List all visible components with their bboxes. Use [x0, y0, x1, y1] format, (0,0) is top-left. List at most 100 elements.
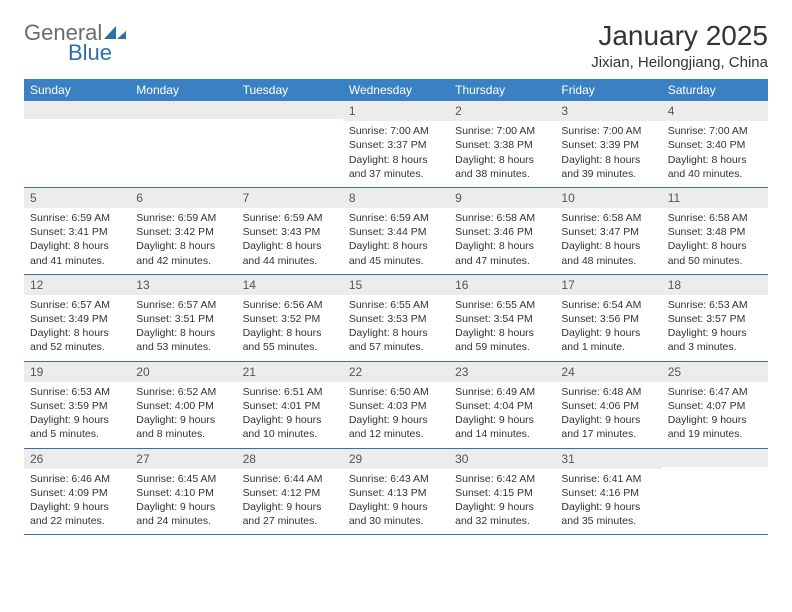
daylight-text: Daylight: 8 hours and 37 minutes.	[349, 153, 443, 181]
day-number: 24	[555, 362, 661, 382]
day-cell: 17Sunrise: 6:54 AMSunset: 3:56 PMDayligh…	[555, 275, 661, 361]
sunrise-text: Sunrise: 6:42 AM	[455, 472, 549, 486]
daylight-text: Daylight: 8 hours and 47 minutes.	[455, 239, 549, 267]
sunset-text: Sunset: 4:13 PM	[349, 486, 443, 500]
sunset-text: Sunset: 3:54 PM	[455, 312, 549, 326]
day-number: 4	[662, 101, 768, 121]
day-number: 28	[237, 449, 343, 469]
day-number: 25	[662, 362, 768, 382]
day-cell	[662, 449, 768, 535]
location-text: Jixian, Heilongjiang, China	[591, 54, 768, 71]
daylight-text: Daylight: 9 hours and 1 minute.	[561, 326, 655, 354]
sunset-text: Sunset: 3:37 PM	[349, 138, 443, 152]
day-data: Sunrise: 6:59 AMSunset: 3:44 PMDaylight:…	[343, 208, 449, 274]
day-cell: 18Sunrise: 6:53 AMSunset: 3:57 PMDayligh…	[662, 275, 768, 361]
page-header: GeneralBlue January 2025 Jixian, Heilong…	[24, 20, 768, 71]
sunset-text: Sunset: 4:03 PM	[349, 399, 443, 413]
day-number: 10	[555, 188, 661, 208]
daylight-text: Daylight: 8 hours and 53 minutes.	[136, 326, 230, 354]
day-cell: 27Sunrise: 6:45 AMSunset: 4:10 PMDayligh…	[130, 449, 236, 535]
day-cell: 15Sunrise: 6:55 AMSunset: 3:53 PMDayligh…	[343, 275, 449, 361]
day-number: 19	[24, 362, 130, 382]
day-cell: 2Sunrise: 7:00 AMSunset: 3:38 PMDaylight…	[449, 101, 555, 187]
day-data: Sunrise: 6:44 AMSunset: 4:12 PMDaylight:…	[237, 469, 343, 535]
sunrise-text: Sunrise: 7:00 AM	[668, 124, 762, 138]
sunrise-text: Sunrise: 6:46 AM	[30, 472, 124, 486]
daylight-text: Daylight: 9 hours and 17 minutes.	[561, 413, 655, 441]
day-cell: 25Sunrise: 6:47 AMSunset: 4:07 PMDayligh…	[662, 362, 768, 448]
day-number: 13	[130, 275, 236, 295]
day-cell: 4Sunrise: 7:00 AMSunset: 3:40 PMDaylight…	[662, 101, 768, 187]
day-number: 6	[130, 188, 236, 208]
daylight-text: Daylight: 8 hours and 57 minutes.	[349, 326, 443, 354]
day-data: Sunrise: 6:53 AMSunset: 3:57 PMDaylight:…	[662, 295, 768, 361]
day-data: Sunrise: 6:57 AMSunset: 3:49 PMDaylight:…	[24, 295, 130, 361]
day-number: 26	[24, 449, 130, 469]
day-number: 16	[449, 275, 555, 295]
day-cell: 24Sunrise: 6:48 AMSunset: 4:06 PMDayligh…	[555, 362, 661, 448]
day-cell: 20Sunrise: 6:52 AMSunset: 4:00 PMDayligh…	[130, 362, 236, 448]
day-number	[130, 101, 236, 119]
day-cell: 1Sunrise: 7:00 AMSunset: 3:37 PMDaylight…	[343, 101, 449, 187]
day-data: Sunrise: 6:49 AMSunset: 4:04 PMDaylight:…	[449, 382, 555, 448]
day-data: Sunrise: 6:57 AMSunset: 3:51 PMDaylight:…	[130, 295, 236, 361]
day-number: 18	[662, 275, 768, 295]
sunrise-text: Sunrise: 6:53 AM	[668, 298, 762, 312]
day-cell	[130, 101, 236, 187]
day-cell: 16Sunrise: 6:55 AMSunset: 3:54 PMDayligh…	[449, 275, 555, 361]
title-block: January 2025 Jixian, Heilongjiang, China	[591, 20, 768, 71]
sunset-text: Sunset: 4:12 PM	[243, 486, 337, 500]
day-cell: 22Sunrise: 6:50 AMSunset: 4:03 PMDayligh…	[343, 362, 449, 448]
daylight-text: Daylight: 9 hours and 8 minutes.	[136, 413, 230, 441]
sunset-text: Sunset: 4:01 PM	[243, 399, 337, 413]
daylight-text: Daylight: 9 hours and 5 minutes.	[30, 413, 124, 441]
sunset-text: Sunset: 3:59 PM	[30, 399, 124, 413]
weekday-header: Sunday	[24, 79, 130, 101]
weeks-container: 1Sunrise: 7:00 AMSunset: 3:37 PMDaylight…	[24, 101, 768, 535]
day-data: Sunrise: 6:54 AMSunset: 3:56 PMDaylight:…	[555, 295, 661, 361]
sunset-text: Sunset: 4:07 PM	[668, 399, 762, 413]
day-number: 2	[449, 101, 555, 121]
sunrise-text: Sunrise: 7:00 AM	[455, 124, 549, 138]
daylight-text: Daylight: 8 hours and 50 minutes.	[668, 239, 762, 267]
day-data: Sunrise: 6:58 AMSunset: 3:47 PMDaylight:…	[555, 208, 661, 274]
week-row: 26Sunrise: 6:46 AMSunset: 4:09 PMDayligh…	[24, 449, 768, 536]
sunrise-text: Sunrise: 6:59 AM	[30, 211, 124, 225]
daylight-text: Daylight: 9 hours and 24 minutes.	[136, 500, 230, 528]
sunset-text: Sunset: 3:47 PM	[561, 225, 655, 239]
day-cell: 10Sunrise: 6:58 AMSunset: 3:47 PMDayligh…	[555, 188, 661, 274]
sunset-text: Sunset: 4:10 PM	[136, 486, 230, 500]
day-data: Sunrise: 6:50 AMSunset: 4:03 PMDaylight:…	[343, 382, 449, 448]
week-row: 19Sunrise: 6:53 AMSunset: 3:59 PMDayligh…	[24, 362, 768, 449]
sunset-text: Sunset: 4:06 PM	[561, 399, 655, 413]
sunset-text: Sunset: 4:16 PM	[561, 486, 655, 500]
sunset-text: Sunset: 4:04 PM	[455, 399, 549, 413]
day-number: 8	[343, 188, 449, 208]
weekday-header-row: SundayMondayTuesdayWednesdayThursdayFrid…	[24, 79, 768, 101]
month-title: January 2025	[591, 20, 768, 52]
calendar-grid: SundayMondayTuesdayWednesdayThursdayFrid…	[24, 79, 768, 535]
day-data: Sunrise: 6:47 AMSunset: 4:07 PMDaylight:…	[662, 382, 768, 448]
day-number: 5	[24, 188, 130, 208]
day-number: 30	[449, 449, 555, 469]
daylight-text: Daylight: 9 hours and 12 minutes.	[349, 413, 443, 441]
daylight-text: Daylight: 9 hours and 35 minutes.	[561, 500, 655, 528]
day-number: 31	[555, 449, 661, 469]
day-data: Sunrise: 6:42 AMSunset: 4:15 PMDaylight:…	[449, 469, 555, 535]
day-data: Sunrise: 6:56 AMSunset: 3:52 PMDaylight:…	[237, 295, 343, 361]
day-data: Sunrise: 6:59 AMSunset: 3:42 PMDaylight:…	[130, 208, 236, 274]
day-number: 23	[449, 362, 555, 382]
daylight-text: Daylight: 8 hours and 42 minutes.	[136, 239, 230, 267]
sunrise-text: Sunrise: 6:59 AM	[349, 211, 443, 225]
sunrise-text: Sunrise: 6:57 AM	[30, 298, 124, 312]
day-data: Sunrise: 6:51 AMSunset: 4:01 PMDaylight:…	[237, 382, 343, 448]
day-number: 22	[343, 362, 449, 382]
daylight-text: Daylight: 9 hours and 3 minutes.	[668, 326, 762, 354]
sunset-text: Sunset: 3:43 PM	[243, 225, 337, 239]
daylight-text: Daylight: 8 hours and 40 minutes.	[668, 153, 762, 181]
sunrise-text: Sunrise: 6:51 AM	[243, 385, 337, 399]
day-cell: 6Sunrise: 6:59 AMSunset: 3:42 PMDaylight…	[130, 188, 236, 274]
sunset-text: Sunset: 3:46 PM	[455, 225, 549, 239]
day-number: 3	[555, 101, 661, 121]
day-data: Sunrise: 6:59 AMSunset: 3:41 PMDaylight:…	[24, 208, 130, 274]
